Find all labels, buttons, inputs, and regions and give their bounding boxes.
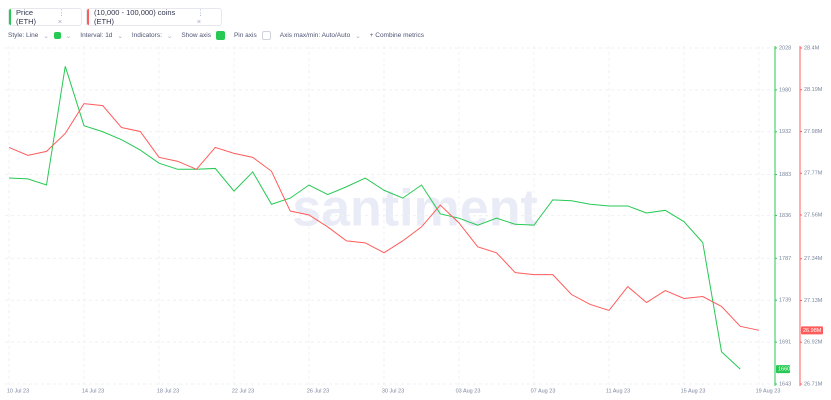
combine-metrics[interactable]: + Combine metrics <box>369 32 425 39</box>
y-tick-label: 1643 <box>779 381 791 387</box>
y2-tick-label: 28.4M <box>804 45 820 51</box>
y-tick-label: 2028 <box>779 45 791 51</box>
show-axis-label: Show axis <box>181 32 211 39</box>
combine-label: Combine metrics <box>375 32 425 39</box>
x-tick-label: 07 Aug 23 <box>531 388 556 394</box>
show-axis-checkbox[interactable] <box>215 31 225 40</box>
axis-minmax-select[interactable]: Axis max/min: Auto/Auto <box>279 32 351 39</box>
y-tick-label: 1836 <box>779 213 791 219</box>
chip-color <box>9 9 11 25</box>
x-tick-label: 30 Jul 23 <box>382 388 404 394</box>
watermark: santiment <box>292 180 538 238</box>
last-value-label: 1660 <box>778 367 790 373</box>
y-tick-label: 1883 <box>779 172 791 178</box>
x-tick-label: 10 Jul 23 <box>7 388 29 394</box>
interval-select[interactable]: Interval: 1d <box>80 32 113 39</box>
y2-tick-label: 26.71M <box>804 381 823 387</box>
y-tick-label: 1787 <box>779 256 791 262</box>
y2-tick-label: 26.92M <box>804 340 823 346</box>
y2-tick-label: 27.56M <box>804 212 823 218</box>
last-value-badge <box>801 326 823 335</box>
x-tick-label: 26 Jul 23 <box>307 388 329 394</box>
y-tick-label: 1691 <box>779 340 791 346</box>
y2-tick-label: 27.13M <box>804 298 823 304</box>
x-tick-label: 18 Jul 23 <box>157 388 179 394</box>
y2-tick-label: 27.34M <box>804 256 823 262</box>
chip-color <box>87 9 89 25</box>
series-line <box>8 66 741 370</box>
metric-chip[interactable]: Price (ETH) ⋮ × <box>8 8 82 26</box>
last-value-badge <box>776 365 790 374</box>
style-select[interactable]: Style: Line <box>8 32 39 39</box>
x-tick-label: 03 Aug 23 <box>456 388 481 394</box>
y-tick-label: 1980 <box>779 87 791 93</box>
chip-controls[interactable]: ⋮ × <box>57 8 68 26</box>
last-value-label: 26.98M <box>803 328 822 334</box>
x-tick-label: 19 Aug 23 <box>756 388 781 394</box>
y2-tick-label: 27.77M <box>804 171 823 177</box>
pin-axis-checkbox[interactable] <box>261 31 271 40</box>
y-tick-label: 1739 <box>779 298 791 304</box>
series-line <box>8 103 760 331</box>
x-tick-label: 11 Aug 23 <box>606 388 630 394</box>
pin-axis-label: Pin axis <box>233 32 257 39</box>
chip-label: (10,000 - 100,000) coins (ETH) <box>94 8 176 26</box>
x-tick-label: 22 Jul 23 <box>232 388 254 394</box>
color-swatch[interactable] <box>53 32 61 39</box>
toolbar: Style: Line ⌄ ⌄ Interval: 1d ⌄ Indicators:… <box>8 31 425 40</box>
metric-chip[interactable]: (10,000 - 100,000) coins (ETH) ⋮ × <box>86 8 222 26</box>
indicators-select[interactable]: Indicators: <box>131 32 162 39</box>
y-tick-label: 1932 <box>779 129 791 135</box>
x-tick-label: 14 Jul 23 <box>82 388 104 394</box>
chip-label: Price (ETH) <box>16 8 36 26</box>
y2-tick-label: 28.19M <box>804 87 823 93</box>
x-tick-label: 15 Aug 23 <box>681 388 706 394</box>
chip-controls[interactable]: ⋮ × <box>196 8 207 26</box>
y2-tick-label: 27.98M <box>804 129 823 135</box>
